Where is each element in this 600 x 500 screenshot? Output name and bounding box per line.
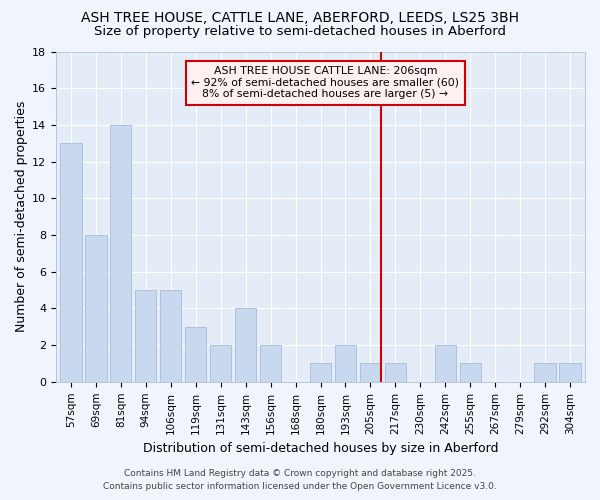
Text: ASH TREE HOUSE CATTLE LANE: 206sqm
← 92% of semi-detached houses are smaller (60: ASH TREE HOUSE CATTLE LANE: 206sqm ← 92%… [191, 66, 460, 100]
X-axis label: Distribution of semi-detached houses by size in Aberford: Distribution of semi-detached houses by … [143, 442, 498, 455]
Text: ASH TREE HOUSE, CATTLE LANE, ABERFORD, LEEDS, LS25 3BH: ASH TREE HOUSE, CATTLE LANE, ABERFORD, L… [81, 11, 519, 25]
Bar [210, 345, 232, 382]
Bar [434, 345, 456, 382]
Bar [460, 364, 481, 382]
Text: Size of property relative to semi-detached houses in Aberford: Size of property relative to semi-detach… [94, 25, 506, 38]
Bar [160, 290, 181, 382]
Bar [360, 364, 381, 382]
Bar [310, 364, 331, 382]
Y-axis label: Number of semi-detached properties: Number of semi-detached properties [15, 101, 28, 332]
Bar [185, 327, 206, 382]
Bar [135, 290, 157, 382]
Bar [385, 364, 406, 382]
Bar [85, 235, 107, 382]
Bar [260, 345, 281, 382]
Text: Contains HM Land Registry data © Crown copyright and database right 2025.
Contai: Contains HM Land Registry data © Crown c… [103, 470, 497, 491]
Bar [335, 345, 356, 382]
Bar [110, 125, 131, 382]
Bar [535, 364, 556, 382]
Bar [559, 364, 581, 382]
Bar [61, 144, 82, 382]
Bar [235, 308, 256, 382]
